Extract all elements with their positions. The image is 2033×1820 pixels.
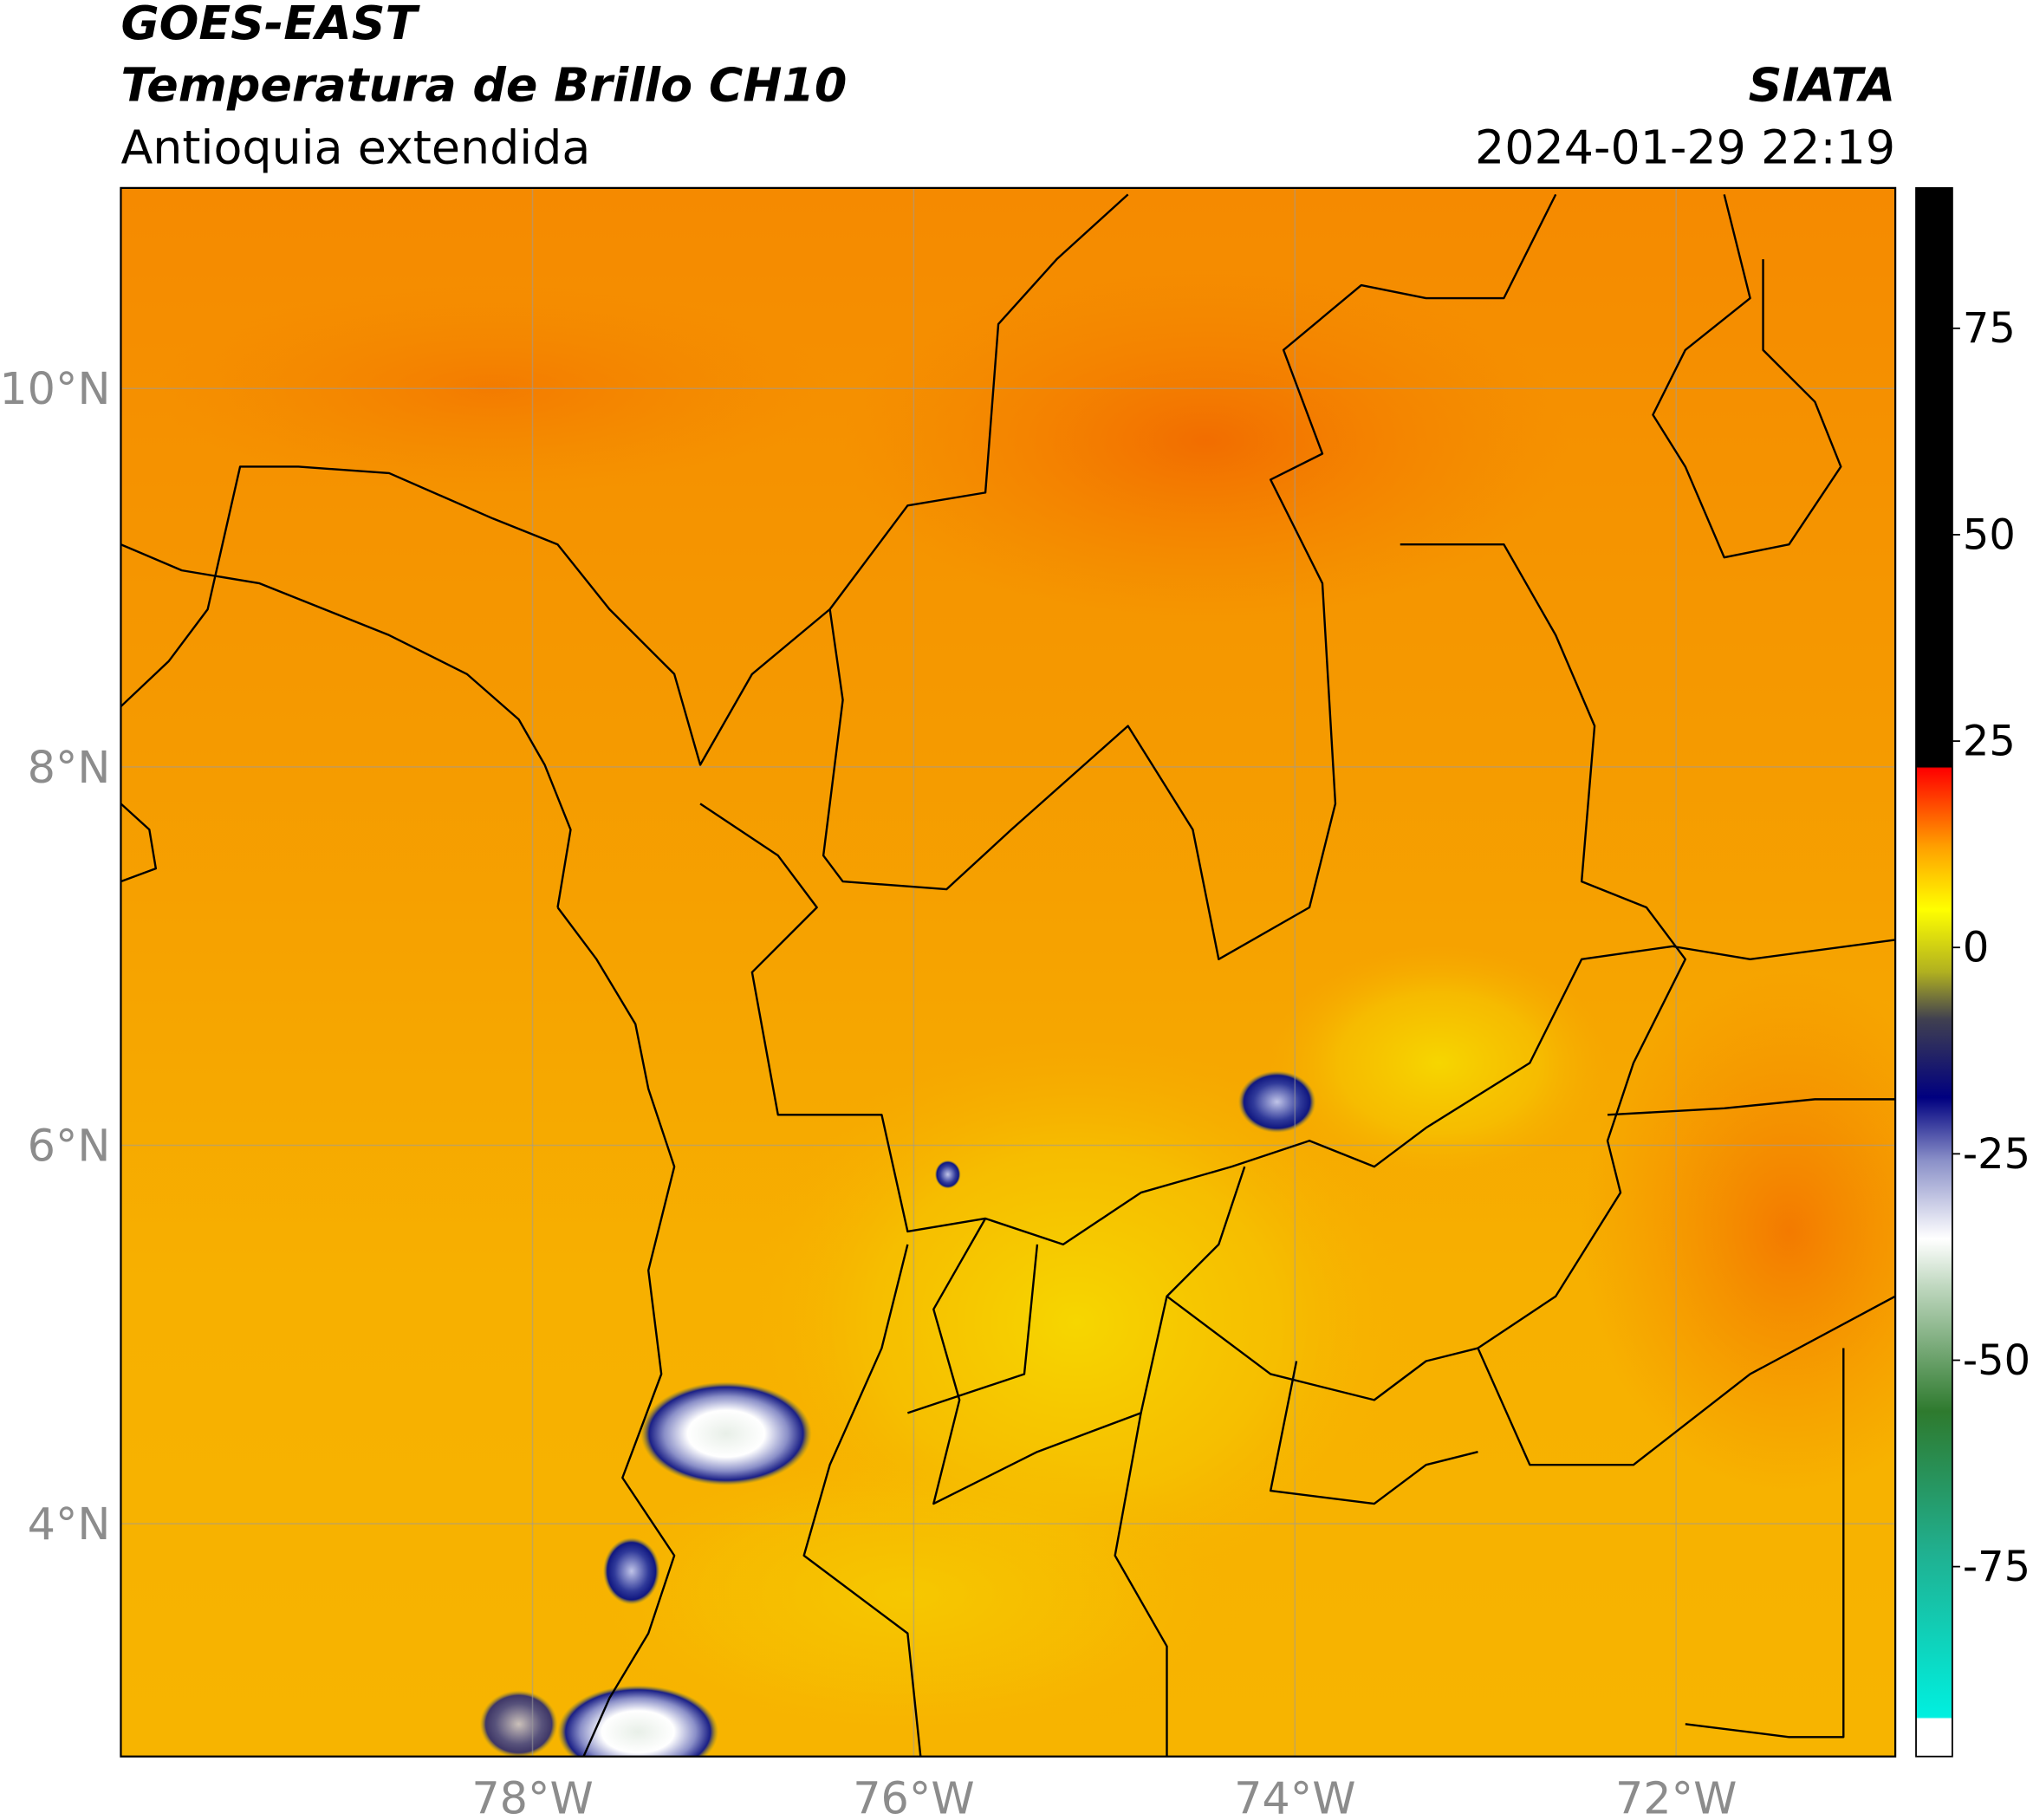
source: SIATA [1749,58,1896,113]
x-tick-label: 74°W [1234,1773,1355,1820]
colorbar [1915,186,1953,1758]
cloud-top [934,1160,961,1189]
colorbar-tick-label: -50 [1963,1337,2030,1385]
colorbar-tick-label: 25 [1963,718,2016,766]
datetime: 2024-01-29 22:19 [1475,120,1895,174]
colorbar-tick-label: 75 [1963,305,2016,353]
colorbar-tick-label: -75 [1963,1544,2030,1591]
x-tick-label: 72°W [1615,1773,1737,1820]
warm-region [1582,972,1896,1491]
y-tick-label: 4°N [28,1498,111,1550]
coastline [120,193,1129,766]
graticule [120,187,1896,1757]
border [1652,194,1842,559]
boundaries [120,193,1896,1757]
cloud-top [479,1690,558,1757]
map-frame [120,186,1897,1758]
cloud-top [557,1685,718,1757]
border [699,803,1896,1246]
border [822,193,1557,961]
border [1269,1361,1478,1505]
coastline [120,803,158,883]
subtitle: Temperatura de Brillo CH10 [120,58,847,113]
cloud-top [602,1537,660,1605]
y-tick-label: 6°N [28,1121,111,1172]
cool-region [570,1439,1245,1751]
border [932,1166,1246,1505]
border [1607,1098,1896,1116]
border [1400,543,1896,1466]
warm-region [842,259,1569,622]
border [906,1244,1039,1414]
colorbar-tick-label: 0 [1963,925,1989,972]
coastline [120,543,572,908]
title: GOES-EAST [120,0,420,50]
x-tick-label: 78°W [471,1773,593,1820]
border [1685,1348,1845,1739]
cloud-top [640,1381,812,1486]
colorbar-tick-label: -25 [1963,1131,2030,1179]
border [1114,1413,1168,1757]
cloud-top [1237,1070,1316,1134]
border [1166,1295,1478,1401]
border [556,907,676,1757]
x-tick-label: 76°W [853,1773,974,1820]
border [802,1244,922,1757]
cool-region [1270,946,1608,1180]
y-tick-label: 8°N [28,742,111,793]
colorbar-tick-label: 50 [1963,511,2016,559]
region: Antioquia extendida [120,120,590,174]
y-tick-label: 10°N [0,363,110,414]
map-area [120,187,1896,1757]
